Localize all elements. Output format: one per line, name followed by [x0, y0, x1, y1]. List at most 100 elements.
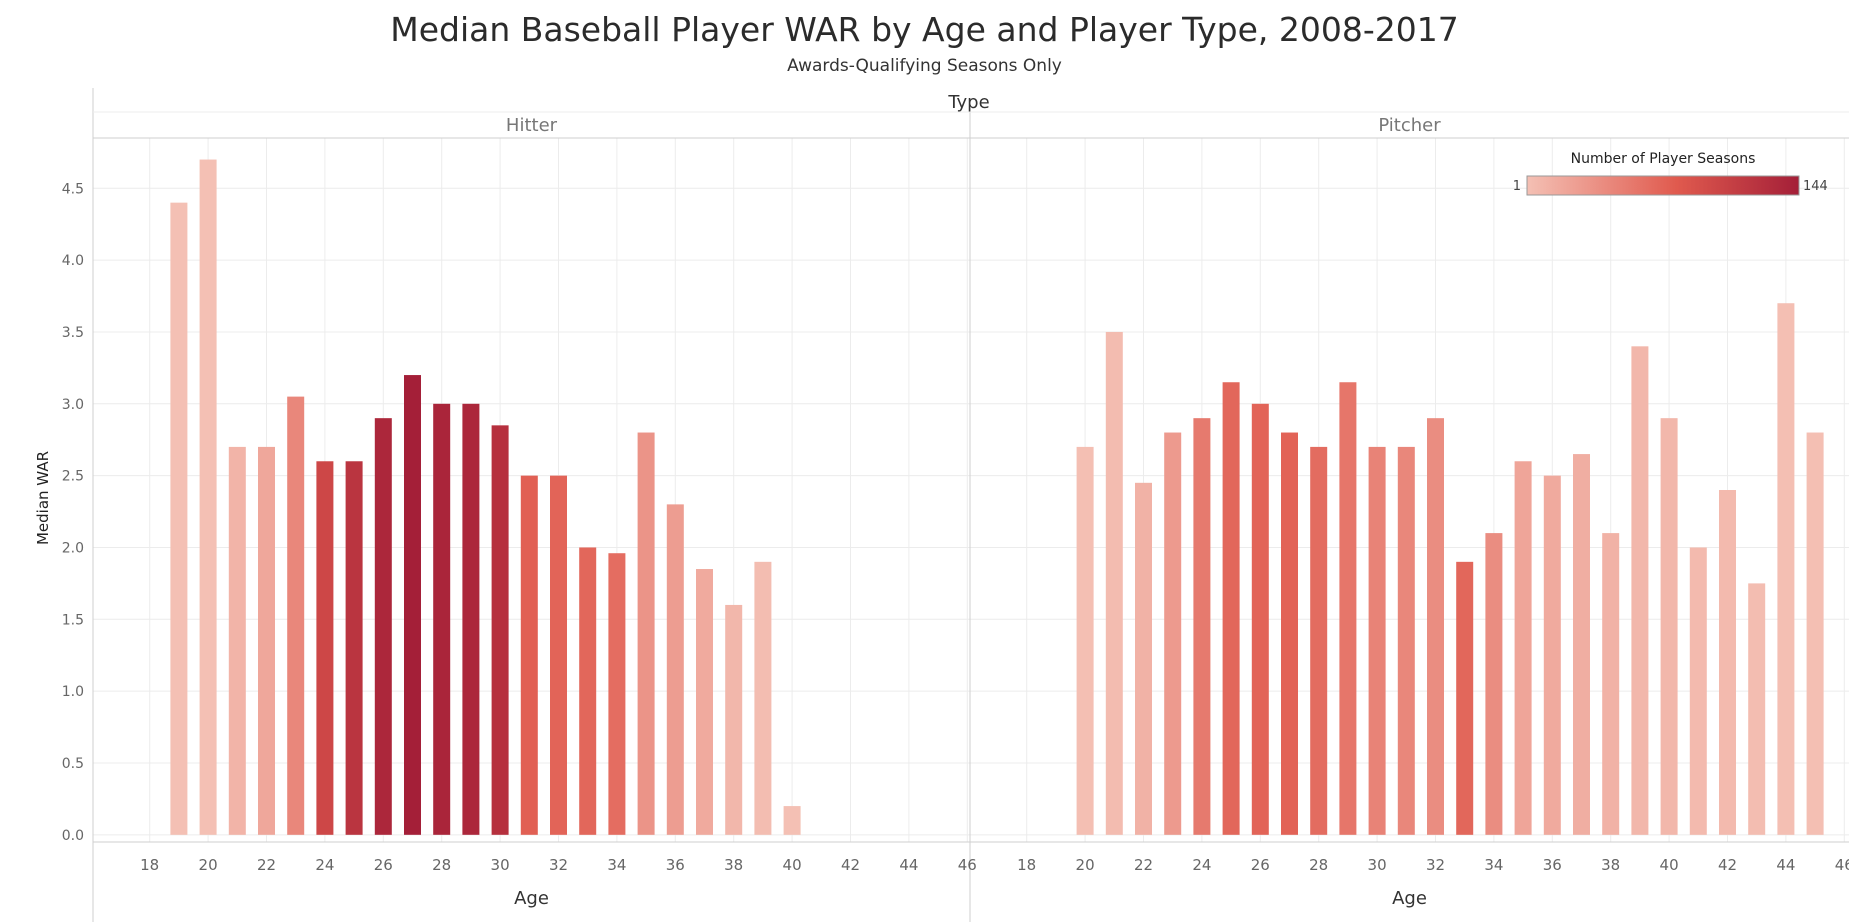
bar-pitcher-age-23	[1164, 432, 1182, 835]
x-tick-label: 26	[374, 856, 393, 874]
bar-pitcher-age-29	[1339, 382, 1357, 835]
x-axis-label: Age	[1392, 888, 1427, 909]
bar-hitter-age-29	[462, 403, 480, 835]
bar-hitter-age-23	[287, 396, 305, 835]
bar-hitter-age-31	[520, 475, 538, 835]
y-tick-label: 0.5	[62, 756, 84, 772]
bar-hitter-age-39	[754, 561, 772, 835]
x-tick-label: 22	[257, 856, 276, 874]
y-tick-label: 3.0	[62, 397, 84, 413]
x-tick-label: 46	[1835, 856, 1849, 874]
bar-hitter-age-21	[228, 446, 246, 835]
frame-layer	[92, 88, 1849, 922]
legend-max-label: 144	[1803, 179, 1828, 194]
bar-pitcher-age-27	[1281, 432, 1298, 835]
x-tick-label: 36	[666, 856, 685, 874]
bar-pitcher-age-39	[1631, 346, 1649, 835]
bar-pitcher-age-22	[1135, 482, 1152, 835]
chart-title: Median Baseball Player WAR by Age and Pl…	[390, 10, 1459, 49]
bar-pitcher-age-25	[1222, 382, 1240, 835]
bar-hitter-age-25	[345, 461, 363, 835]
bar-hitter-age-36	[666, 504, 684, 835]
y-tick-label: 2.0	[62, 540, 84, 556]
x-tick-label: 36	[1543, 856, 1562, 874]
x-tick-label: 24	[1192, 856, 1211, 874]
x-tick-label: 28	[432, 856, 451, 874]
bar-hitter-age-24	[316, 461, 334, 835]
bar-pitcher-age-20	[1076, 446, 1094, 835]
x-tick-label: 20	[199, 856, 218, 874]
bar-hitter-age-34	[608, 553, 626, 835]
x-tick-label: 18	[1017, 856, 1036, 874]
x-tick-label: 20	[1076, 856, 1095, 874]
y-tick-label: 0.0	[62, 828, 84, 844]
bar-pitcher-age-32	[1427, 418, 1444, 835]
bar-hitter-age-35	[637, 432, 655, 835]
bar-hitter-age-19	[170, 202, 188, 835]
y-tick-label: 2.5	[62, 469, 84, 485]
panel-header-pitcher: Pitcher	[1378, 115, 1441, 136]
bar-pitcher-age-24	[1193, 418, 1211, 835]
x-tick-label: 30	[1368, 856, 1387, 874]
bar-pitcher-age-30	[1368, 446, 1386, 835]
bar-hitter-age-22	[258, 446, 275, 835]
bar-pitcher-age-44	[1777, 303, 1795, 835]
bar-pitcher-age-38	[1602, 533, 1620, 835]
bar-hitter-age-30	[491, 425, 509, 835]
bar-pitcher-age-41	[1689, 547, 1707, 835]
bar-hitter-age-26	[374, 418, 392, 835]
x-tick-label: 34	[607, 856, 626, 874]
x-tick-label: 32	[549, 856, 568, 874]
y-tick-label: 4.5	[62, 181, 84, 197]
bars-layer	[170, 159, 1824, 835]
bar-pitcher-age-42	[1719, 490, 1736, 835]
y-tick-label: 4.0	[62, 253, 84, 269]
facet-label: Type	[947, 92, 989, 113]
x-tick-label: 38	[724, 856, 743, 874]
x-tick-label: 30	[491, 856, 510, 874]
bar-hitter-age-32	[550, 475, 567, 835]
bar-hitter-age-27	[404, 375, 421, 835]
x-tick-label: 26	[1251, 856, 1270, 874]
bar-hitter-age-33	[579, 547, 597, 835]
x-tick-label: 42	[1718, 856, 1737, 874]
y-axis-label: Median WAR	[34, 451, 52, 545]
bar-hitter-age-37	[696, 569, 713, 835]
bar-hitter-age-40	[783, 806, 801, 835]
color-legend: Number of Player Seasons 1 144	[1513, 151, 1828, 196]
bar-pitcher-age-35	[1514, 461, 1532, 835]
bar-pitcher-age-40	[1660, 418, 1678, 835]
x-axis-label: Age	[514, 888, 549, 909]
bar-pitcher-age-45	[1806, 432, 1824, 835]
x-tick-label: 24	[315, 856, 334, 874]
bar-hitter-age-20	[199, 159, 217, 835]
chart-subtitle: Awards-Qualifying Seasons Only	[787, 56, 1062, 76]
panel-header-hitter: Hitter	[506, 115, 558, 136]
bar-pitcher-age-34	[1485, 533, 1503, 835]
x-tick-label: 46	[958, 856, 977, 874]
x-tick-label: 44	[899, 856, 918, 874]
x-tick-label: 18	[140, 856, 159, 874]
bar-hitter-age-28	[433, 403, 451, 835]
x-tick-label: 22	[1134, 856, 1153, 874]
legend-min-label: 1	[1513, 179, 1521, 194]
bar-pitcher-age-26	[1251, 403, 1269, 835]
bar-hitter-age-38	[725, 604, 743, 835]
x-tick-label: 42	[841, 856, 860, 874]
legend-title: Number of Player Seasons	[1571, 151, 1756, 167]
x-tick-label: 40	[783, 856, 802, 874]
y-tick-label: 3.5	[62, 325, 84, 341]
bar-pitcher-age-36	[1543, 475, 1561, 835]
x-tick-label: 38	[1601, 856, 1620, 874]
bar-pitcher-age-43	[1748, 583, 1766, 835]
bar-pitcher-age-33	[1456, 561, 1474, 835]
legend-gradient-bar	[1526, 175, 1800, 196]
x-tick-label: 44	[1776, 856, 1795, 874]
text-layer: Type Median WAR 0.0 0.5 1.0 1.5 2.0 2.5 3.0 3.5…	[34, 92, 1849, 909]
bar-pitcher-age-28	[1310, 446, 1328, 835]
x-tick-label: 34	[1484, 856, 1503, 874]
x-tick-label: 32	[1426, 856, 1445, 874]
x-tick-label: 28	[1309, 856, 1328, 874]
x-tick-label: 40	[1660, 856, 1679, 874]
